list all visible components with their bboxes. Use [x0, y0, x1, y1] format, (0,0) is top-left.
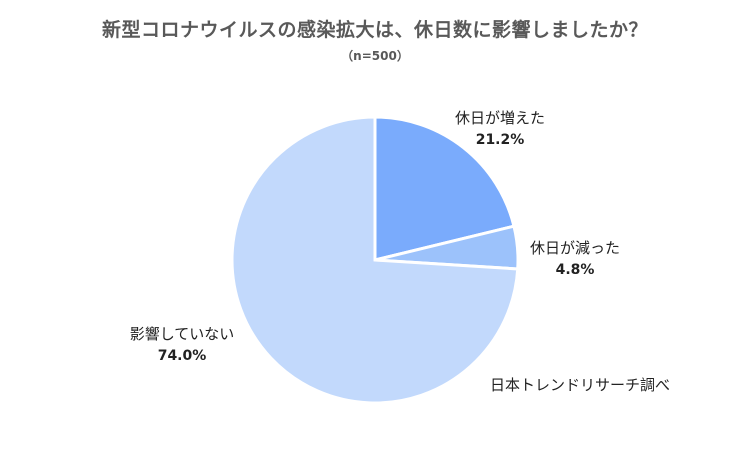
slice-label-name: 休日が増えた [454, 109, 545, 127]
slice-label-value: 4.8% [555, 262, 595, 278]
slice-label-name: 休日が減った [529, 239, 620, 257]
slice-label-name: 影響していない [129, 325, 235, 343]
pie-slice-no-effect [230, 115, 520, 405]
slice-label-decreased: 休日が減った 4.8% [510, 237, 640, 281]
slice-label-value: 21.2% [475, 132, 525, 148]
slice-label-increased: 休日が増えた 21.2% [430, 107, 570, 151]
pie-slice-increased [373, 115, 516, 262]
source-note: 日本トレンドリサーチ調べ [490, 376, 671, 394]
chart-title: 新型コロナウイルスの感染拡大は、休日数に影響しましたか？ [101, 19, 648, 41]
slice-label-no-effect: 影響していない 74.0% [112, 323, 252, 367]
chart-subtitle: （n=500） [341, 49, 409, 63]
slice-label-value: 74.0% [157, 348, 207, 364]
